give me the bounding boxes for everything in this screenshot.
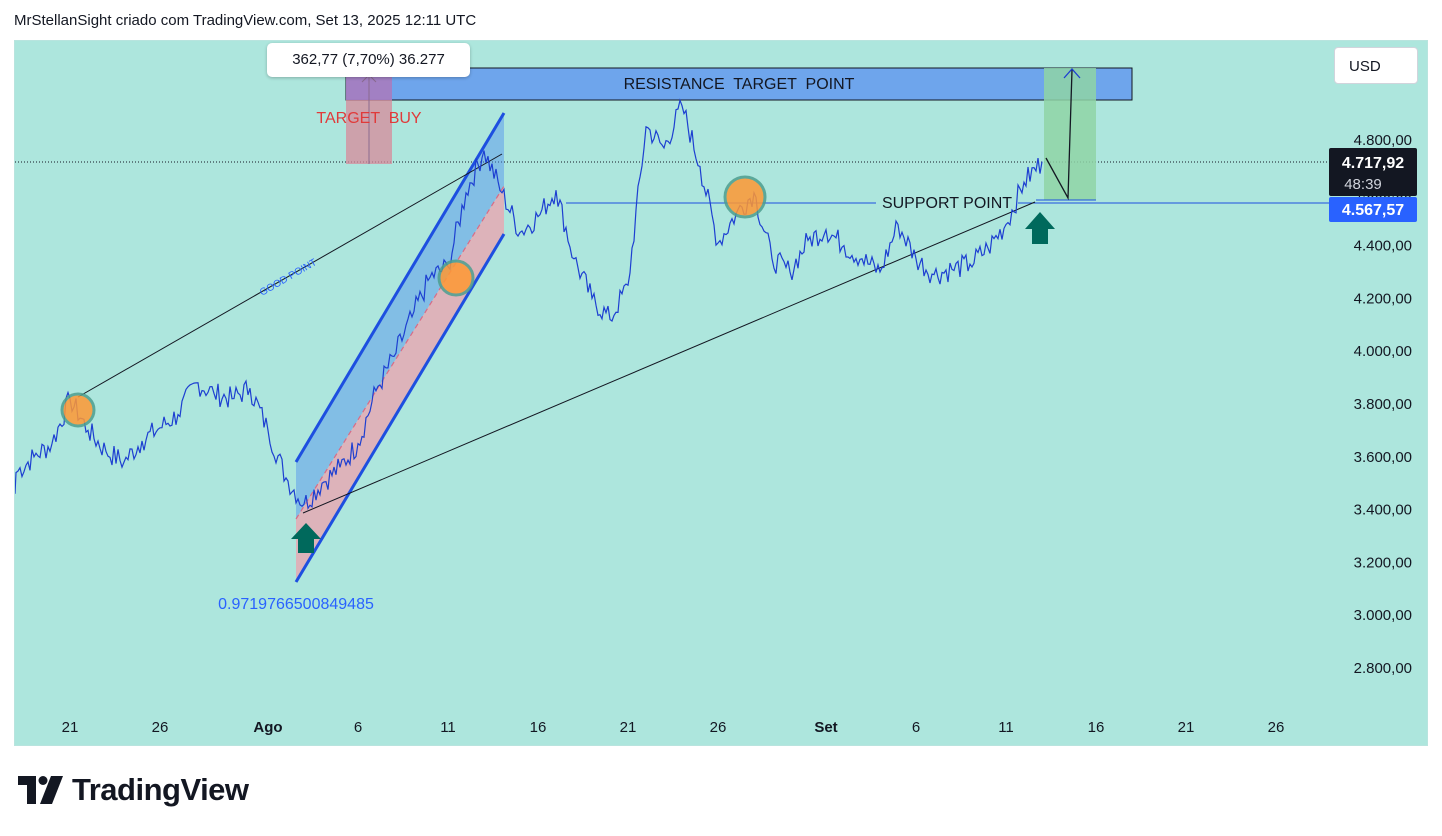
support-label: SUPPORT POINT <box>882 195 1012 212</box>
time-tick-label: 26 <box>1268 719 1285 736</box>
time-tick-label: 26 <box>710 719 727 736</box>
time-tick-label: 16 <box>530 719 547 736</box>
measure-tooltip: 362,77 (7,70%) 36.277 <box>267 43 470 77</box>
good-point-label: GOOD POINT <box>258 257 319 298</box>
time-tick-label: 6 <box>354 719 362 736</box>
price-tick-label: 3.400,00 <box>1354 502 1412 519</box>
brand-name: TradingView <box>72 772 249 807</box>
resistance-label: RESISTANCE TARGET POINT <box>624 76 855 93</box>
time-tick-label: 21 <box>62 719 79 736</box>
price-tick-label: 4.800,00 <box>1354 132 1412 149</box>
time-tick-label: 26 <box>152 719 169 736</box>
time-tick-label: Ago <box>253 719 282 736</box>
channel-lower-fill <box>296 186 504 582</box>
time-tick-label: 21 <box>1178 719 1195 736</box>
time-tick-label: 11 <box>440 719 456 736</box>
marker-circle-1 <box>60 392 96 428</box>
marker-circle-3 <box>723 175 767 219</box>
buy-arrow-2 <box>1025 212 1055 244</box>
current-price-badge <box>1329 148 1417 196</box>
price-tick-label: 4.400,00 <box>1354 238 1412 255</box>
chart-panel[interactable] <box>14 40 1428 746</box>
current-price-value: 4.717,92 <box>1342 155 1404 172</box>
channel-upper-fill <box>296 113 504 519</box>
price-axis[interactable]: 2.800,00 3.000,00 3.200,00 3.400,00 3.600,00… <box>1354 132 1412 677</box>
projection-path <box>1045 69 1073 201</box>
tradingview-logo-icon <box>18 776 63 804</box>
support-price-value: 4.567,57 <box>1342 202 1404 219</box>
time-tick-label: 11 <box>998 719 1014 736</box>
currency-selector[interactable]: USD <box>1334 47 1418 84</box>
price-tick-label: 4.000,00 <box>1354 343 1412 360</box>
time-tick-label: 6 <box>912 719 920 736</box>
time-axis[interactable]: 21 26 Ago 6 11 16 21 26 Set 6 11 16 21 26 <box>62 719 1285 736</box>
chart-header: MrStellanSight criado com TradingView.co… <box>14 12 477 29</box>
good-point-trendline <box>77 153 503 398</box>
price-tick-label: 3.000,00 <box>1354 607 1412 624</box>
support-price-badge <box>1329 197 1417 222</box>
time-tick-label: 21 <box>620 719 637 736</box>
price-tick-label: 2.800,00 <box>1354 660 1412 677</box>
price-tick-label: 4.200,00 <box>1354 290 1412 307</box>
marker-circle-2 <box>437 259 475 297</box>
price-series-line <box>15 98 1043 510</box>
fib-value-label: 0.9719766500849485 <box>218 596 374 613</box>
buy-arrow-1 <box>291 523 321 553</box>
time-tick-label: 16 <box>1088 719 1105 736</box>
price-tick-label: 3.200,00 <box>1354 554 1412 571</box>
price-tick-label: 3.600,00 <box>1354 449 1412 466</box>
time-tick-label: Set <box>814 719 837 736</box>
tradingview-logo[interactable]: TradingView <box>18 772 249 808</box>
bar-countdown: 48:39 <box>1344 176 1382 193</box>
target-buy-label: TARGET BUY <box>316 110 422 127</box>
price-tick-label: 3.800,00 <box>1354 396 1412 413</box>
